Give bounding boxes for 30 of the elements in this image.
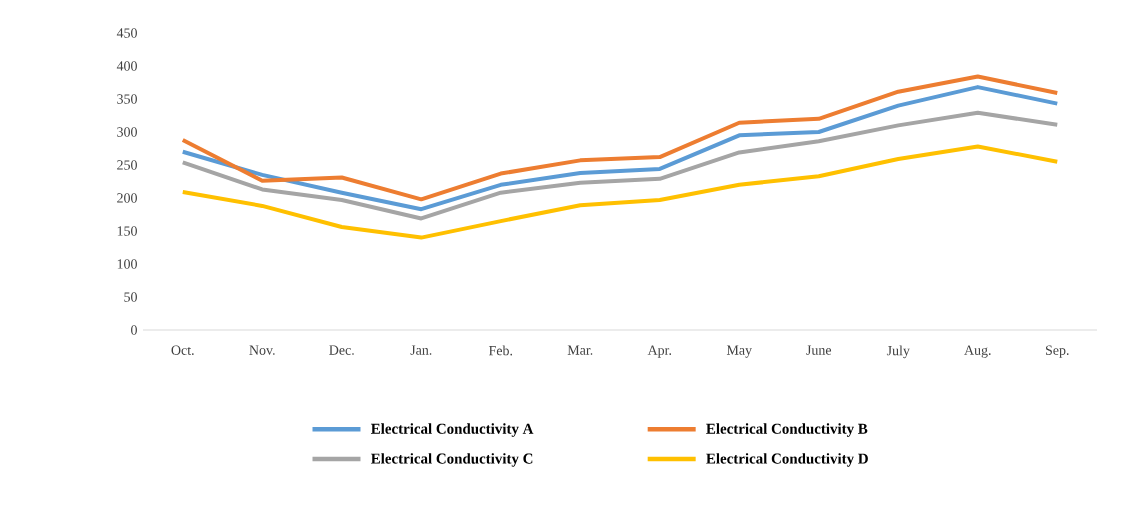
legend-label: Electrical Conductivity C — [370, 453, 533, 467]
x-tick-label: July — [886, 345, 910, 359]
legend-label: Electrical Conductivity A — [370, 423, 534, 437]
legend-label: Electrical Conductivity D — [706, 453, 868, 467]
x-tick-label: Sep. — [1046, 345, 1069, 358]
y-tick-label: 0 — [131, 325, 137, 335]
x-tick-label: May — [726, 345, 752, 358]
x-tick-label: Jan. — [410, 345, 432, 355]
y-tick-label: 250 — [117, 160, 137, 170]
x-tick-label: June — [806, 345, 832, 355]
y-tick-label: 50 — [124, 292, 137, 302]
line-series — [180, 144, 1060, 240]
x-tick-label: Aug. — [964, 345, 991, 358]
x-tick-label: Nov. — [249, 345, 275, 355]
y-tick-label: 350 — [117, 94, 137, 104]
line-series — [180, 110, 1060, 221]
x-tick-label: Oct. — [171, 345, 194, 355]
y-tick-label: 450 — [116, 28, 137, 38]
y-tick-label: 150 — [117, 226, 137, 236]
x-tick-label: Feb. — [488, 345, 513, 356]
y-tick-label: 300 — [117, 127, 137, 137]
y-tick-label: 400 — [116, 61, 137, 71]
y-tick-label: 200 — [117, 193, 137, 203]
legend-label: Electrical Conductivity B — [706, 423, 868, 437]
x-tick-label: Dec. — [329, 345, 354, 355]
line-series — [180, 74, 1060, 202]
x-tick-label: Mar. — [567, 345, 593, 355]
y-tick-label: 100 — [117, 259, 137, 269]
line-series — [180, 85, 1060, 212]
x-tick-label: Apr. — [647, 345, 672, 358]
